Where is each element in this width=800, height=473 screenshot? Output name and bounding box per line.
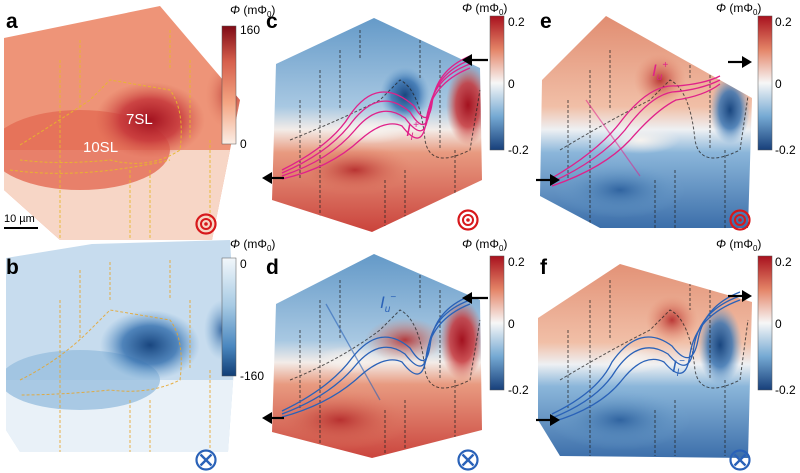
panel-a: a 10SL 7SL 10 µm Φ (mΦ0) 160 0: [4, 3, 275, 240]
out-of-plane-icon: [729, 209, 751, 231]
scalebar: 10 µm: [4, 213, 38, 229]
colorbar-title-d: Φ (mΦ0): [462, 237, 507, 253]
region-label-7sl: 7SL: [126, 111, 153, 128]
current-label-d: Iu−: [380, 292, 396, 315]
colorbar-title-c: Φ (mΦ0): [462, 1, 507, 17]
current-streamlines-c: [281, 55, 471, 180]
panel-label-d: d: [266, 256, 279, 279]
arrow-in-e: [536, 174, 560, 186]
colorbar-min-e: -0.2: [775, 143, 796, 157]
colorbar-mid-f: 0: [775, 317, 782, 331]
out-of-plane-icon: [195, 213, 217, 235]
arrow-in-d: [462, 292, 488, 304]
flux-map-f: [538, 264, 752, 458]
into-plane-icon: [195, 449, 217, 471]
colorbar-f: Φ (mΦ0) 0.2 0 -0.2: [716, 237, 796, 397]
scalebar-label: 10 µm: [4, 213, 35, 225]
colorbar-min-b: -160: [240, 369, 264, 383]
colorbar-max-a: 160: [240, 23, 260, 37]
colorbar-max-e: 0.2: [775, 15, 792, 29]
device-outline-f: [559, 268, 749, 456]
colorbar-mid-e: 0: [775, 77, 782, 91]
current-streamlines-f: [551, 291, 741, 423]
current-label-e: Iu+: [652, 60, 668, 83]
panel-label-f: f: [540, 256, 548, 279]
flux-map-e: [540, 16, 752, 228]
arrow-out-c: [262, 172, 284, 184]
colorbar-max-b: 0: [240, 257, 247, 271]
flux-map-b: [6, 240, 236, 452]
panel-label-e: e: [540, 10, 552, 33]
colorbar-max-d: 0.2: [508, 255, 525, 269]
current-streamlines-e: [551, 75, 721, 187]
arrow-out-d: [262, 412, 284, 424]
colorbar-max-c: 0.2: [508, 15, 525, 29]
arrow-in-c: [462, 54, 488, 66]
colorbar-min-d: -0.2: [508, 383, 529, 397]
flux-map-d: [272, 254, 482, 458]
colorbar-d: Φ (mΦ0) 0.2 0 -0.2: [462, 237, 529, 397]
panel-c: Il+ c Φ (mΦ0) 0.2 0 -0.2: [262, 1, 529, 232]
arrow-in-f: [536, 414, 560, 426]
colorbar-e: Φ (mΦ0) 0.2 0 -0.2: [716, 1, 796, 157]
colorbar-mid-c: 0: [508, 77, 515, 91]
colorbar-b: Φ (mΦ0) 0 -160: [221, 237, 275, 383]
panel-d: Iu− d Φ (mΦ0) 0.2 0 -0.2: [262, 237, 529, 471]
colorbar-c: Φ (mΦ0) 0.2 0 -0.2: [462, 1, 529, 157]
current-streamlines-d: [281, 295, 471, 418]
panel-label-b: b: [6, 256, 19, 279]
current-label-f: Il−: [672, 356, 685, 379]
colorbar-min-f: -0.2: [775, 383, 796, 397]
panel-f: Il− f Φ (mΦ0) 0.2 0 -0.2: [536, 237, 796, 471]
device-outline-c: [289, 30, 481, 232]
colorbar-min-a: 0: [240, 137, 247, 151]
panel-label-a: a: [6, 10, 18, 33]
current-label-c: Il+: [406, 120, 419, 143]
into-plane-icon: [457, 449, 479, 471]
colorbar-title-e: Φ (mΦ0): [716, 1, 761, 17]
colorbar-a: Φ (mΦ0) 160 0: [221, 3, 275, 151]
out-of-plane-icon: [457, 209, 479, 231]
arrow-out-e: [728, 56, 752, 68]
colorbar-mid-d: 0: [508, 317, 515, 331]
colorbar-max-f: 0.2: [775, 255, 792, 269]
region-label-10sl: 10SL: [83, 139, 118, 156]
device-outline-a: [9, 30, 211, 240]
panel-label-c: c: [266, 10, 278, 33]
device-outline-d: [289, 260, 481, 458]
flux-map-c: [272, 18, 482, 232]
panel-b: b Φ (mΦ0) 0 -160: [6, 237, 275, 471]
device-outline-b: [19, 260, 211, 452]
into-plane-icon: [729, 449, 751, 471]
arrow-out-f: [728, 290, 752, 302]
colorbar-title-f: Φ (mΦ0): [716, 237, 761, 253]
colorbar-min-c: -0.2: [508, 143, 529, 157]
panel-e: Iu+ e Φ (mΦ0) 0.2 0 -0.2: [536, 1, 796, 231]
colorbar-title-a: Φ (mΦ0): [230, 3, 275, 19]
colorbar-title-b: Φ (mΦ0): [230, 237, 275, 253]
